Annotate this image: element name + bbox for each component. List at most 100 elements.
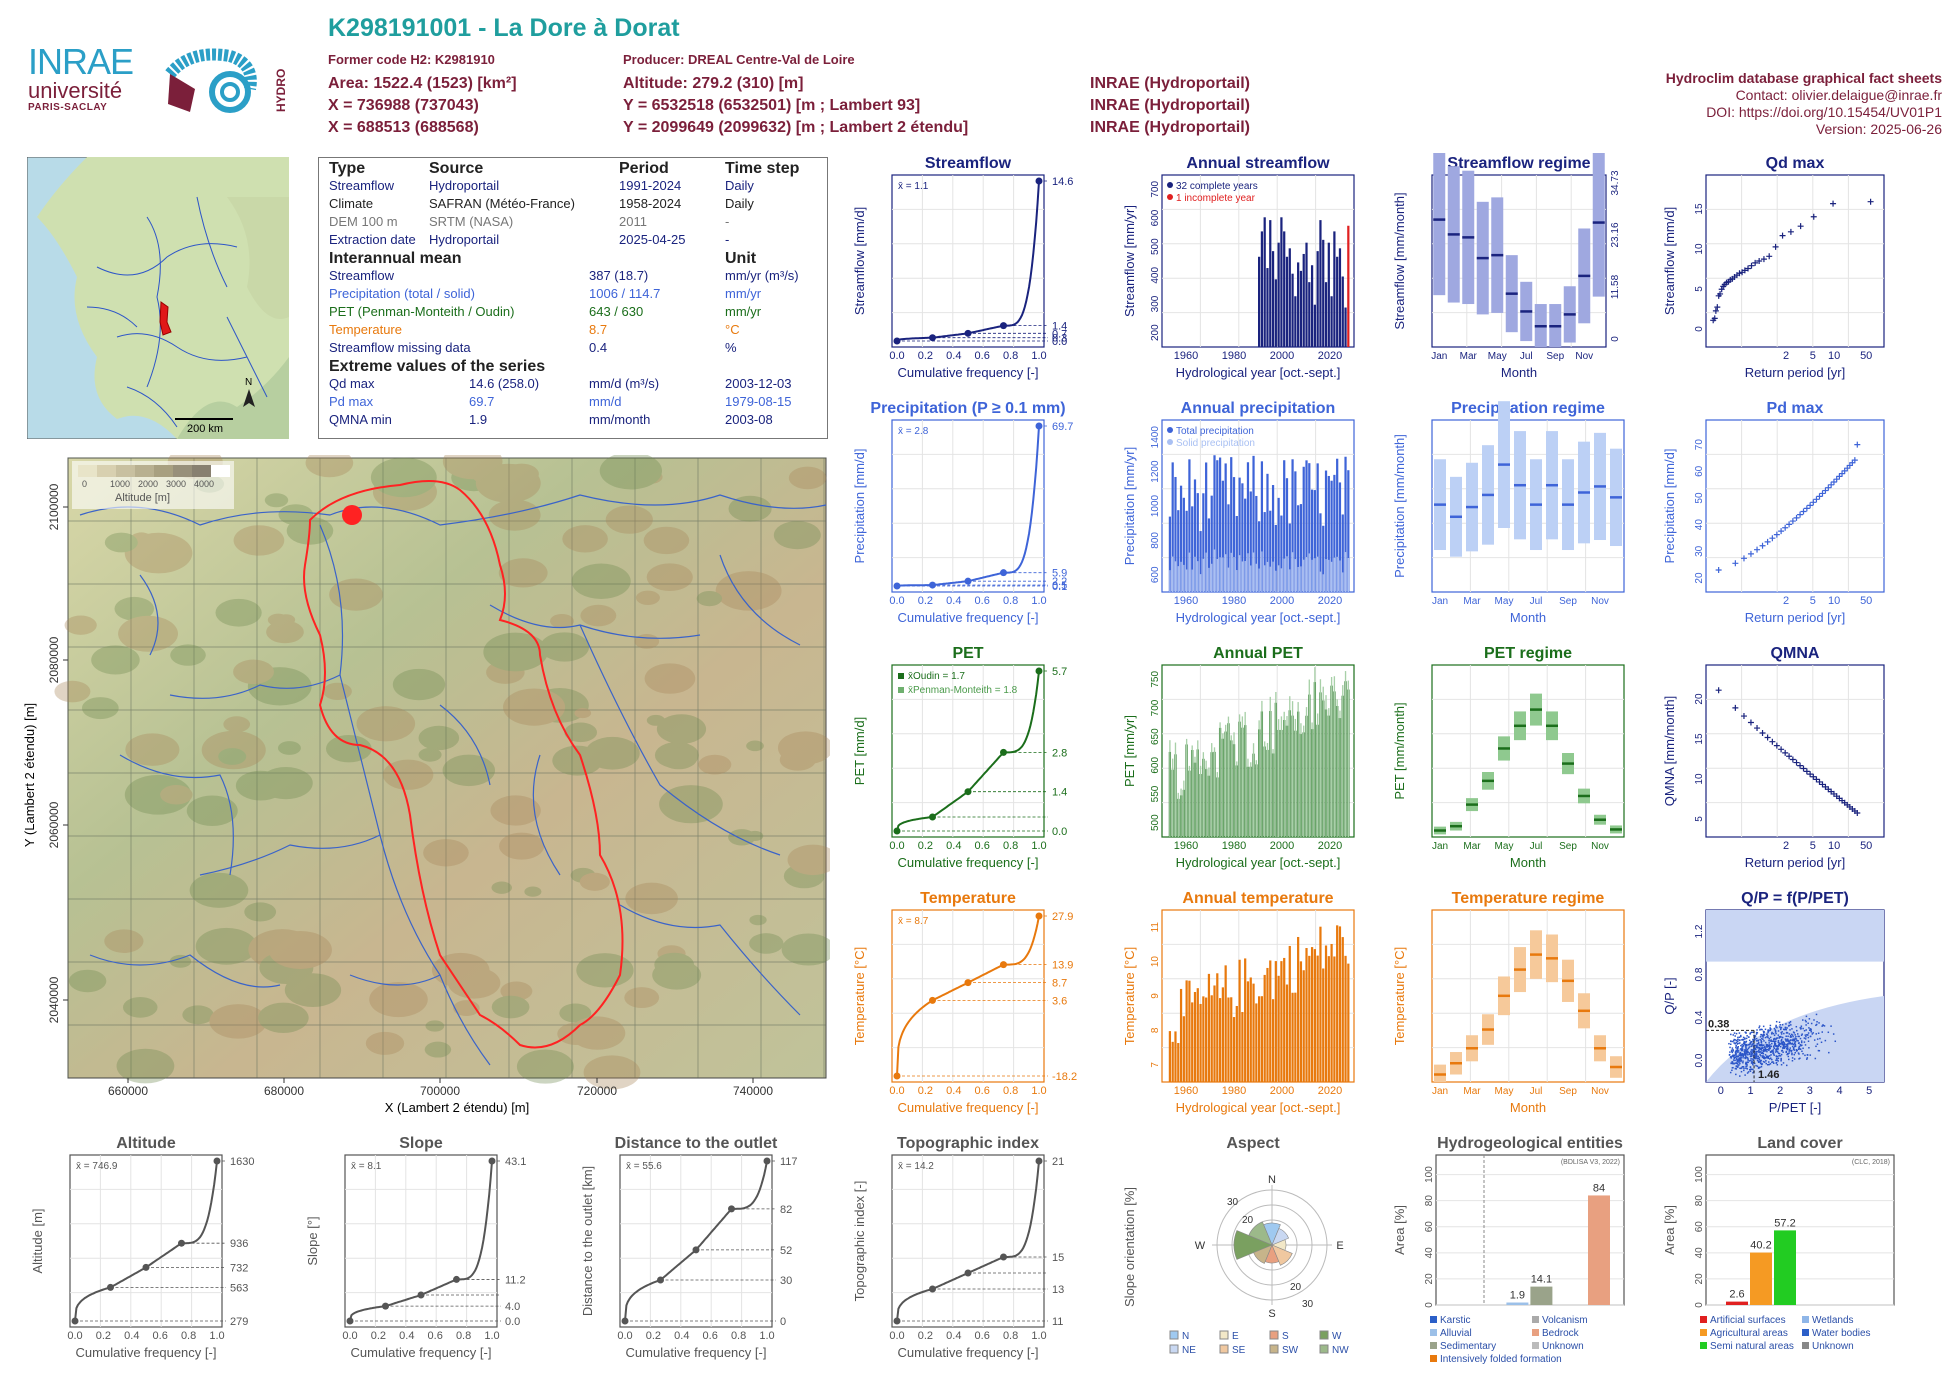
contact[interactable]: Contact: olivier.delaigue@inrae.fr	[1735, 87, 1942, 103]
daily-point	[1749, 1043, 1752, 1045]
chart-ylabel: PET [mm/month]	[1392, 702, 1407, 799]
altitude-legend-swatch	[154, 465, 173, 477]
plot-frame	[1431, 174, 1607, 348]
daily-point	[1807, 1022, 1809, 1025]
daily-point	[1761, 1043, 1763, 1046]
daily-point	[1798, 1042, 1800, 1044]
return-period-point	[1849, 459, 1856, 466]
map-xlabel: X (Lambert 2 étendu) [m]	[385, 1100, 530, 1115]
daily-point	[1752, 1055, 1755, 1057]
return-period-point	[1800, 765, 1807, 772]
altitude-legend-swatch	[78, 465, 97, 477]
daily-point	[1751, 1049, 1753, 1051]
daily-point	[1786, 1064, 1788, 1067]
daily-point	[1758, 1047, 1761, 1050]
annual-bar	[1299, 504, 1303, 592]
daily-point	[1744, 1041, 1746, 1044]
month-label: Sep	[1546, 351, 1564, 362]
daily-point	[1756, 1046, 1758, 1048]
daily-point	[1786, 1053, 1788, 1056]
regime-box	[1498, 976, 1510, 1016]
daily-point	[1745, 1053, 1747, 1056]
daily-point	[1772, 1045, 1775, 1047]
daily-point	[1776, 1026, 1778, 1029]
legend-label: Sedimentary	[1440, 1341, 1496, 1352]
daily-point	[1807, 1040, 1810, 1042]
daily-point	[1739, 1054, 1742, 1056]
daily-point	[1798, 1035, 1800, 1038]
daily-point	[1781, 1041, 1784, 1044]
info-value: 1006 / 114.7	[589, 286, 661, 301]
daily-point	[1756, 1057, 1758, 1060]
return-period-point	[1740, 555, 1747, 562]
annual-bar-secondary	[1342, 685, 1344, 837]
quantile-point	[1000, 748, 1007, 756]
daily-point	[1746, 1048, 1749, 1051]
daily-point	[1770, 1039, 1772, 1041]
relief-patch	[369, 981, 428, 1018]
map-xtick-label: 740000	[733, 1084, 773, 1098]
annual-bar	[1168, 516, 1172, 592]
annual-bar	[1210, 495, 1213, 592]
daily-point	[1737, 1051, 1739, 1054]
daily-point	[1756, 1065, 1759, 1067]
daily-point	[1742, 1066, 1745, 1068]
annual-bar-secondary	[1308, 679, 1310, 837]
daily-point	[1735, 1056, 1738, 1058]
daily-point	[1732, 1034, 1734, 1036]
gauge-station-marker[interactable]	[342, 505, 362, 525]
ytick-label: 80	[1424, 1195, 1435, 1207]
doi[interactable]: DOI: https://doi.org/10.15454/UV01P1	[1706, 104, 1942, 120]
ytick-label: 60	[1694, 1221, 1705, 1233]
annual-bar	[1324, 945, 1328, 1082]
annual-bar-secondary	[1222, 557, 1224, 592]
annual-bar-secondary	[1219, 722, 1221, 837]
annual-bar-secondary	[1280, 716, 1283, 837]
daily-point	[1736, 1059, 1738, 1061]
right-tick-label: 563	[230, 1282, 248, 1294]
daily-point	[1772, 1051, 1774, 1053]
month-label: Sep	[1559, 1086, 1577, 1097]
relief-patch	[91, 645, 140, 675]
daily-point	[1763, 1040, 1765, 1042]
daily-point	[1739, 1052, 1741, 1055]
annual-bar	[1179, 988, 1183, 1082]
daily-point	[1732, 1055, 1735, 1058]
relief-patch	[244, 902, 277, 922]
annual-bar-secondary	[1291, 552, 1294, 592]
info-table: Type Source Period Time step Streamflow H…	[318, 157, 828, 439]
daily-point	[1754, 1055, 1757, 1058]
daily-point	[1765, 1062, 1768, 1065]
daily-point	[1743, 1050, 1745, 1053]
annual-bar-secondary	[1339, 710, 1341, 837]
annual-bar-secondary	[1211, 743, 1213, 837]
annual-bar-secondary	[1289, 569, 1291, 592]
daily-point	[1768, 1063, 1770, 1066]
daily-point	[1752, 1068, 1754, 1071]
daily-point	[1805, 1015, 1808, 1018]
daily-point	[1766, 1033, 1768, 1036]
daily-point	[1744, 1074, 1746, 1076]
regime-box	[1482, 1014, 1494, 1045]
relief-patch	[569, 1016, 626, 1050]
daily-point	[1738, 1039, 1741, 1042]
relief-patch	[557, 1022, 595, 1046]
basin-outline	[303, 480, 624, 1049]
daily-point	[1746, 1057, 1749, 1059]
return-period-point	[1715, 687, 1722, 694]
daily-point	[1728, 1054, 1731, 1056]
map-ytick-label: 2040000	[47, 976, 61, 1023]
daily-point	[1797, 1033, 1799, 1035]
bar-value-label: 84	[1593, 1182, 1605, 1194]
annual-bar	[1224, 731, 1227, 837]
right-tick-label: 27.9	[1052, 911, 1073, 923]
daily-point	[1752, 1062, 1754, 1064]
return-period-point	[1747, 550, 1754, 557]
annual-bar	[1171, 462, 1174, 592]
daily-point	[1731, 1051, 1734, 1054]
return-period-point	[1807, 502, 1814, 509]
daily-point	[1752, 1039, 1755, 1041]
annual-bar	[1258, 996, 1261, 1082]
daily-point	[1738, 1059, 1740, 1062]
